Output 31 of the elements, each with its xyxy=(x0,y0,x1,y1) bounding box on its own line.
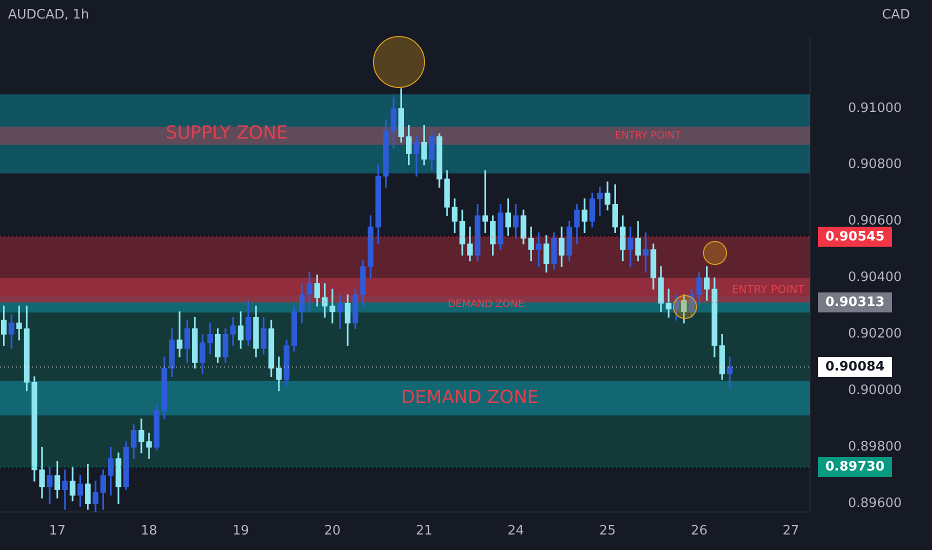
x-tick-label: 18 xyxy=(140,523,158,538)
y-tick-label: 0.89800 xyxy=(848,440,902,455)
band-label: ENTRY POINT xyxy=(615,130,682,142)
y-tick-label: 0.90400 xyxy=(848,270,902,286)
x-tick-label: 19 xyxy=(232,523,249,538)
band-label: DEMAND ZONE xyxy=(401,386,539,408)
y-tick-label: 0.89600 xyxy=(848,496,902,512)
x-tick-label: 24 xyxy=(508,523,524,538)
y-tick-label: 0.90800 xyxy=(848,157,902,172)
chart-title: AUDCAD, 1h xyxy=(8,7,90,22)
y-tick-label: 0.90000 xyxy=(848,383,902,398)
x-tick-label: 25 xyxy=(599,523,616,538)
x-tick-label: 20 xyxy=(324,523,341,538)
y-tick-label: 0.91000 xyxy=(848,100,902,116)
x-tick-label: 26 xyxy=(690,523,708,538)
band-label: ENTRY POINT xyxy=(732,282,805,296)
x-tick-label: 21 xyxy=(416,523,432,538)
y-tick-label: 0.90600 xyxy=(848,214,902,229)
ref-line-label: 0.90084 xyxy=(825,359,885,374)
ref-line-label: 0.89730 xyxy=(825,459,885,474)
ref-line-label: 0.90545 xyxy=(825,229,885,244)
candlestick xyxy=(62,470,68,510)
x-tick-label: 17 xyxy=(49,523,66,538)
y-axis-title: CAD xyxy=(882,7,910,22)
ref-line-label: 0.90313 xyxy=(825,294,885,310)
band-label: SUPPLY ZONE xyxy=(166,122,288,144)
band-label: DEMAND ZONE xyxy=(448,298,524,310)
candlestick xyxy=(146,432,152,459)
candlestick xyxy=(176,311,182,358)
y-tick-label: 0.90200 xyxy=(848,326,902,342)
x-tick-label: 27 xyxy=(782,523,800,538)
